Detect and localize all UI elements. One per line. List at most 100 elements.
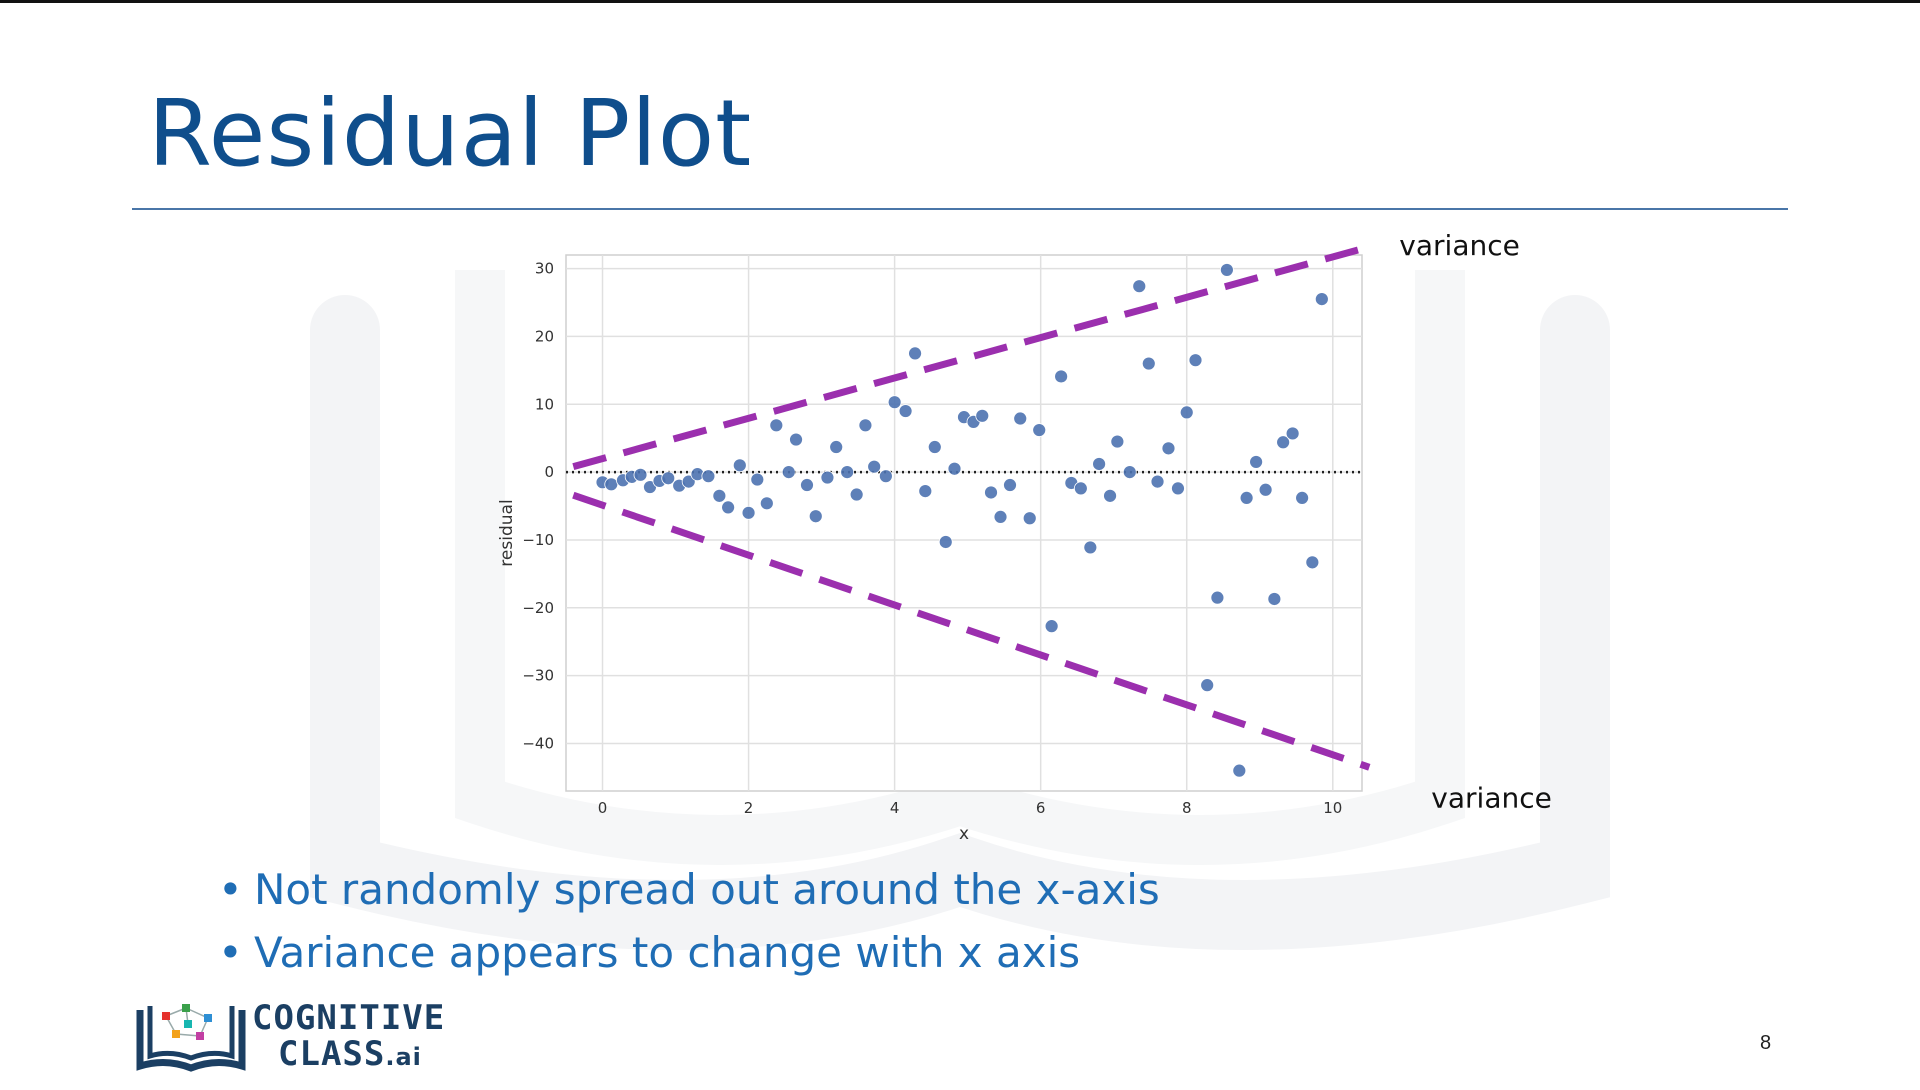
data-point — [1188, 353, 1203, 368]
data-point — [1122, 465, 1137, 480]
bullet-item: Variance appears to change with x axis — [218, 921, 1160, 984]
data-point — [732, 458, 747, 473]
data-point — [1044, 619, 1059, 634]
data-point — [993, 509, 1008, 524]
data-point — [1092, 457, 1107, 471]
data-point — [759, 496, 774, 511]
data-point — [1210, 590, 1225, 605]
data-point — [984, 485, 998, 500]
x-axis-label: x — [959, 824, 969, 844]
data-point — [781, 465, 796, 480]
data-point — [1276, 435, 1291, 450]
title-divider — [132, 208, 1788, 210]
data-point — [829, 440, 844, 454]
data-point — [1305, 555, 1320, 570]
cognitive-class-logo: COGNITIVE CLASS.ai — [136, 996, 456, 1078]
data-point — [1032, 423, 1047, 437]
y-tick-label: −30 — [522, 667, 554, 685]
data-point — [741, 505, 756, 520]
x-tick-label: 8 — [1182, 799, 1192, 817]
book-network-icon — [136, 1004, 246, 1072]
data-point — [1003, 478, 1017, 492]
data-point — [1073, 481, 1088, 496]
data-point — [858, 418, 873, 433]
variance-line — [572, 491, 1371, 771]
data-point — [918, 484, 933, 499]
variance-label: variance — [1399, 229, 1520, 262]
data-point — [633, 467, 648, 482]
data-point — [808, 509, 823, 524]
data-point — [1022, 511, 1037, 526]
data-point — [750, 472, 765, 487]
x-tick-label: 4 — [890, 799, 900, 817]
variance-label: variance — [1431, 781, 1552, 814]
variance-line — [572, 243, 1371, 471]
slide-title: Residual Plot — [148, 80, 753, 187]
data-point — [849, 487, 864, 502]
data-point — [1161, 441, 1176, 456]
data-point — [721, 500, 736, 515]
data-point — [1103, 488, 1117, 503]
data-point — [908, 346, 922, 361]
page-number: 8 — [1760, 1032, 1772, 1054]
data-point — [840, 465, 855, 480]
data-point — [975, 408, 990, 423]
plot-area — [565, 254, 1363, 792]
data-point — [938, 535, 953, 549]
data-point — [887, 395, 902, 410]
logo-line-1: COGNITIVE — [252, 998, 446, 1038]
data-point — [947, 461, 962, 476]
data-points — [595, 263, 1329, 778]
data-point — [1285, 426, 1300, 441]
data-point — [1239, 490, 1254, 505]
data-point — [1054, 369, 1069, 384]
data-point — [1219, 263, 1234, 277]
x-tick-label: 0 — [598, 799, 608, 817]
data-point — [1267, 592, 1282, 606]
x-tick-label: 6 — [1036, 799, 1046, 817]
y-tick-label: −40 — [522, 735, 554, 753]
data-point — [1171, 481, 1185, 496]
data-point — [1132, 279, 1147, 294]
data-point — [1295, 490, 1310, 505]
data-point — [1141, 356, 1156, 371]
data-point — [1232, 763, 1247, 778]
logo-line-2: CLASS — [278, 1034, 386, 1074]
data-point — [1200, 678, 1215, 693]
logo-suffix: .ai — [385, 1043, 422, 1071]
data-point — [1314, 292, 1329, 307]
data-point — [800, 478, 814, 492]
data-point — [1258, 482, 1273, 497]
x-tick-label: 10 — [1323, 799, 1342, 817]
variance-annotations: variance variance — [572, 229, 1552, 814]
top-border — [0, 0, 1920, 3]
residual-scatter-chart: 0 2 4 6 8 10 30 20 10 0 −10 −20 −30 −40 x residual va… — [497, 229, 1552, 844]
y-tick-label: 30 — [535, 260, 554, 278]
data-point — [789, 432, 803, 447]
data-point — [1179, 405, 1194, 420]
y-tick-label: 0 — [544, 463, 554, 481]
x-tick-label: 2 — [744, 799, 754, 817]
data-point — [604, 477, 619, 492]
y-tick-label: −10 — [522, 531, 554, 549]
data-point — [701, 469, 716, 484]
data-point — [681, 474, 696, 489]
data-point — [769, 418, 784, 433]
data-point — [867, 459, 882, 474]
data-point — [820, 470, 835, 485]
data-point — [1150, 474, 1165, 489]
data-point — [712, 488, 727, 503]
data-point — [898, 404, 913, 418]
data-point — [1110, 434, 1125, 449]
axis-ticks: 0 2 4 6 8 10 30 20 10 0 −10 −20 −30 −40 — [522, 260, 1342, 817]
data-point — [1083, 540, 1098, 555]
data-point — [878, 469, 893, 484]
y-tick-label: 20 — [535, 327, 554, 345]
y-tick-label: −20 — [522, 599, 554, 617]
bullet-item: Not randomly spread out around the x-axi… — [218, 858, 1160, 921]
y-tick-label: 10 — [535, 395, 554, 413]
bullet-list: Not randomly spread out around the x-axi… — [218, 858, 1160, 984]
data-point — [661, 471, 676, 486]
data-point — [1013, 411, 1028, 426]
data-point — [1249, 455, 1264, 469]
